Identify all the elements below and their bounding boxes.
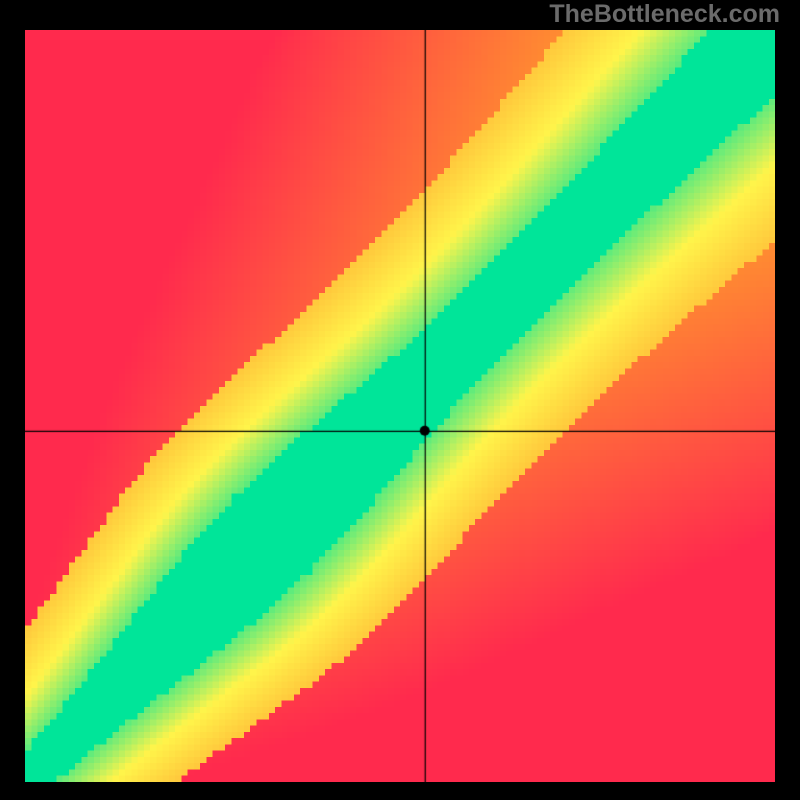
watermark-text: TheBottleneck.com <box>549 0 780 29</box>
crosshair-overlay <box>25 30 775 782</box>
